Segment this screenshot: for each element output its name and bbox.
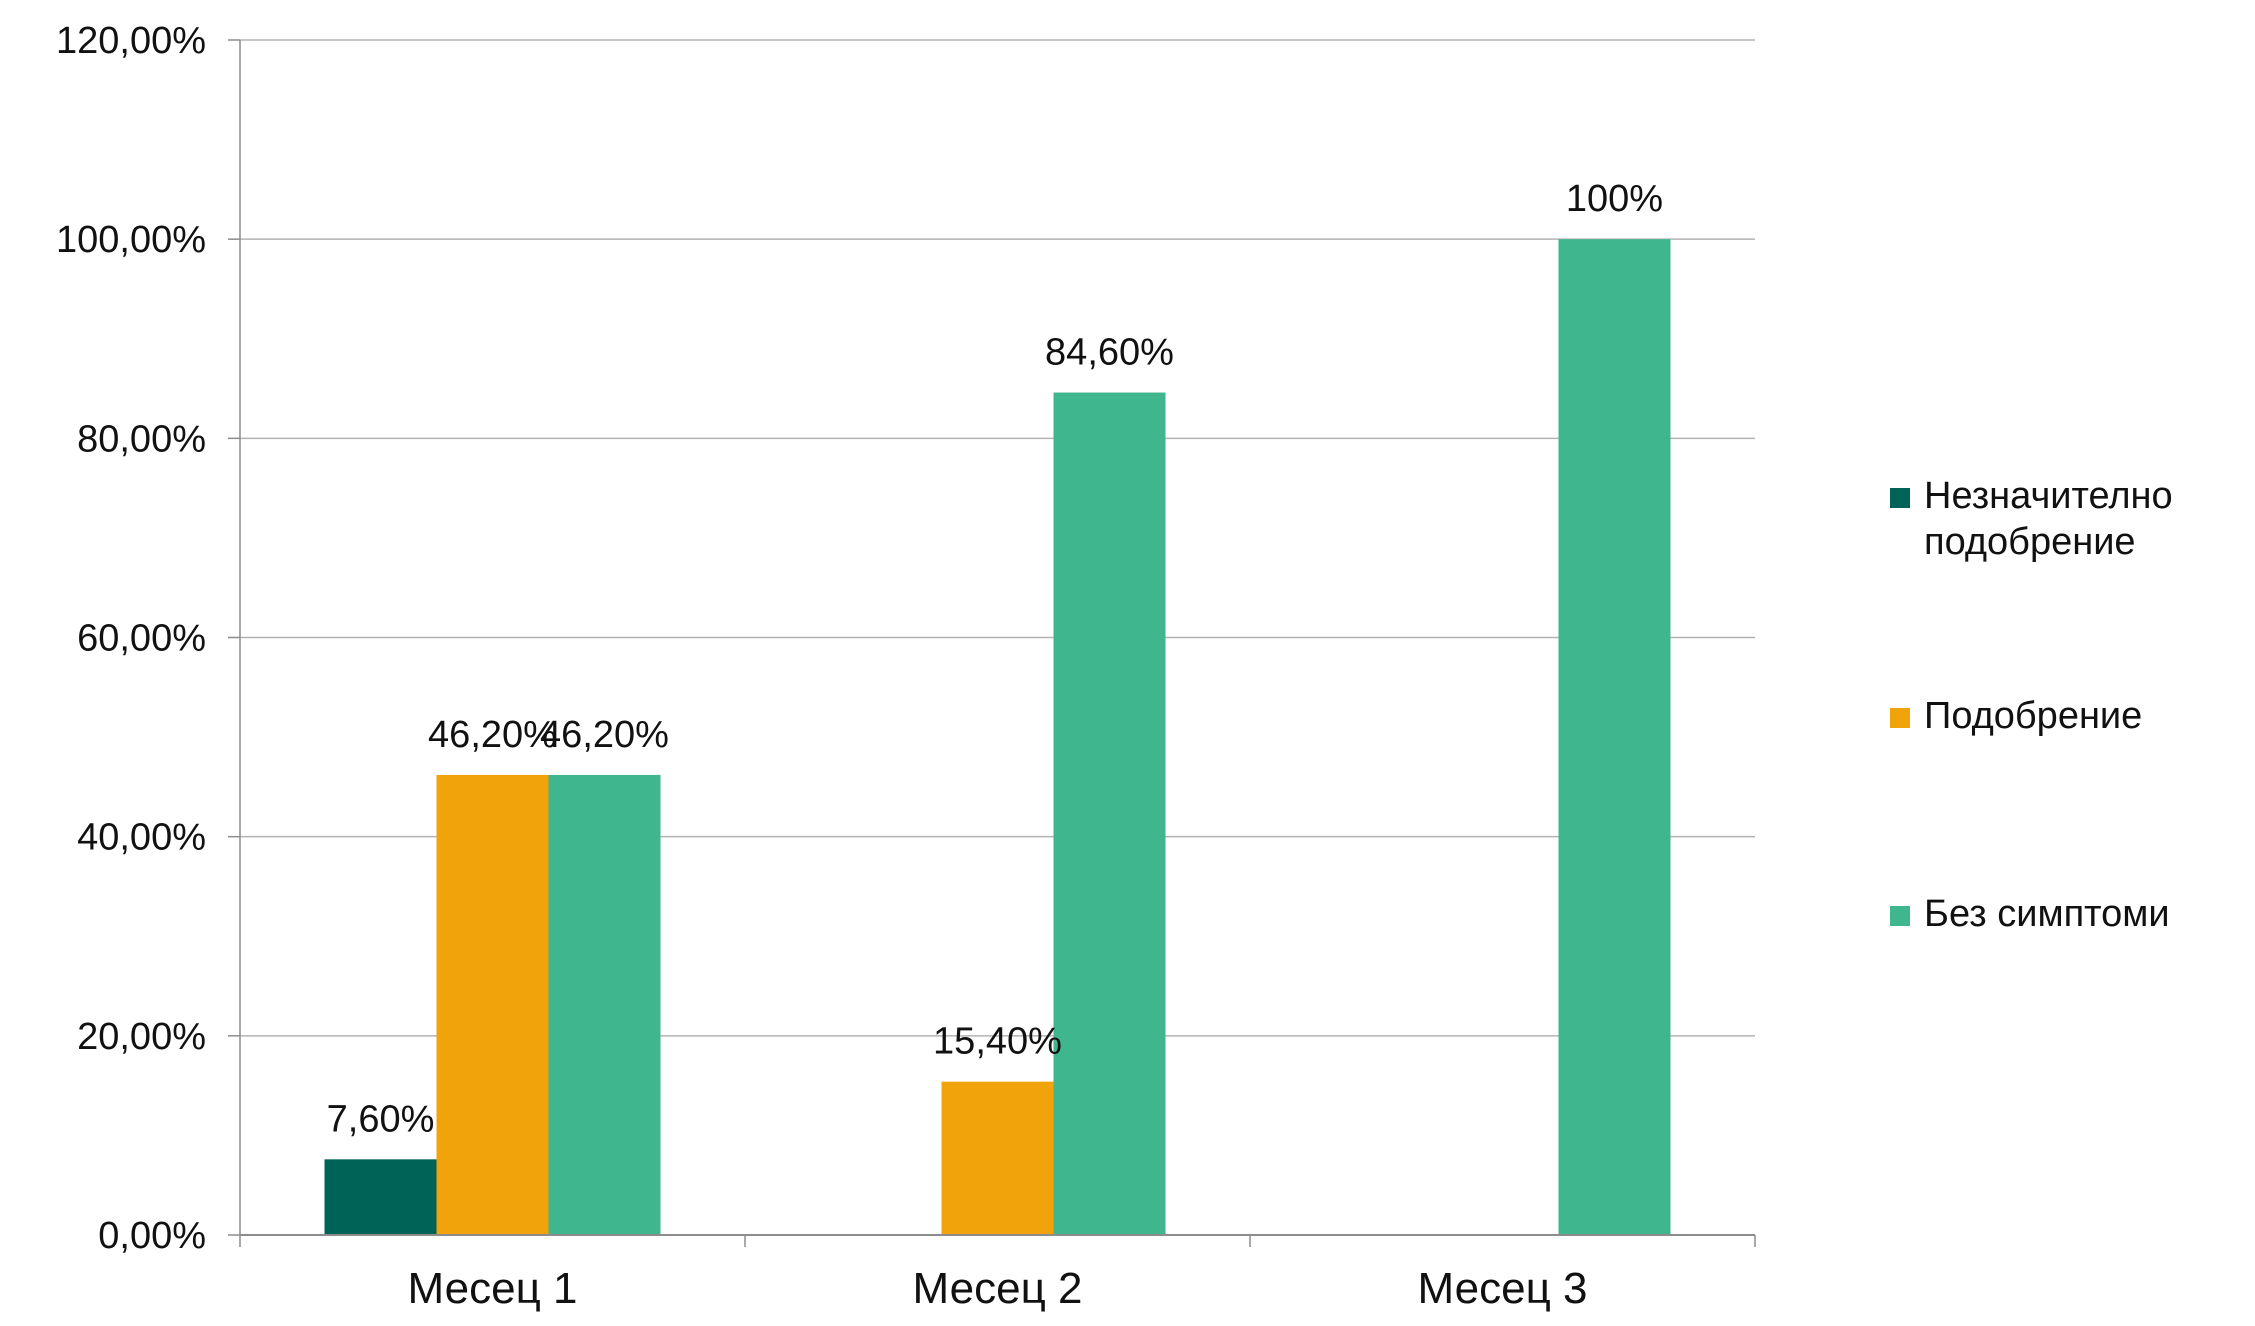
x-category-label: Месец 2 [913, 1264, 1083, 1313]
y-tick-label: 20,00% [77, 1016, 206, 1058]
bars [324, 239, 1671, 1235]
data-label: 15,40% [933, 1021, 1062, 1063]
legend-label: Незначително [1924, 475, 2173, 517]
data-labels: 7,60% 46,20% 15,40% 46,20% 84,60% 100% [327, 178, 1663, 1140]
bar [941, 1081, 1054, 1235]
x-category-label: Месец 1 [408, 1264, 578, 1313]
bar [1053, 392, 1166, 1235]
y-tick-label: 60,00% [77, 618, 206, 660]
bar [324, 1159, 437, 1235]
data-label: 100% [1566, 178, 1663, 220]
x-category-label: Месец 3 [1418, 1264, 1588, 1313]
legend-label: Без симптоми [1924, 893, 2170, 935]
axes: 0,00% 20,00% 40,00% 60,00% 80,00% 100,00% 120,… [56, 20, 1756, 1313]
bar [1558, 239, 1671, 1235]
legend-swatch [1890, 906, 1910, 926]
data-label: 46,20% [428, 714, 557, 756]
bar [436, 774, 549, 1235]
bar [548, 774, 661, 1235]
y-tick-label: 100,00% [56, 219, 206, 261]
legend-label: Подобрение [1924, 695, 2142, 737]
legend-swatch [1890, 708, 1910, 728]
y-tick-label: 120,00% [56, 20, 206, 62]
y-tick-label: 0,00% [98, 1215, 206, 1257]
data-label: 84,60% [1045, 332, 1174, 374]
data-label: 7,60% [327, 1098, 435, 1140]
legend-swatch [1890, 488, 1910, 508]
legend-label: подобрение [1924, 521, 2136, 563]
y-tick-label: 40,00% [77, 817, 206, 859]
y-tick-label: 80,00% [77, 418, 206, 460]
data-label: 46,20% [540, 714, 669, 756]
